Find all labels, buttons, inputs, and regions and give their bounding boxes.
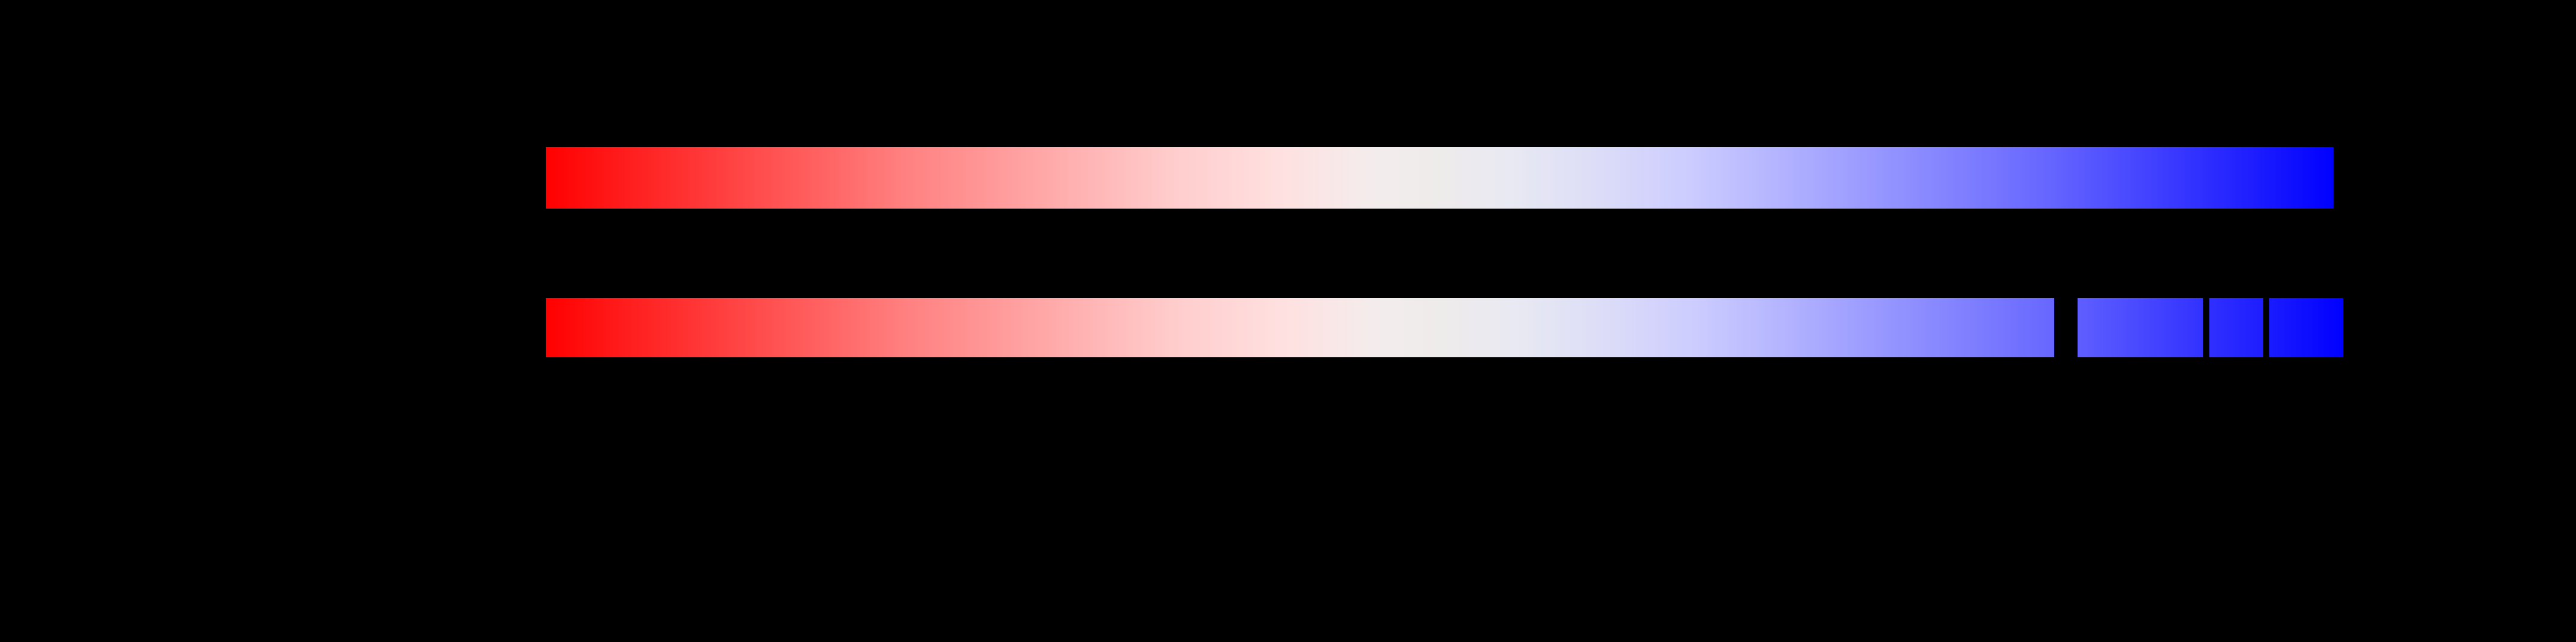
colorbar-segment [2209,298,2264,357]
continuous-colorbar [546,147,2333,209]
segmented-colorbar [546,298,2343,357]
colorbar-segment [546,298,2054,357]
colorbar-gradient-fill [2269,298,2343,357]
colorbar-segment [2077,298,2203,357]
colorbar-gradient-fill [2209,298,2264,357]
colorbar-gradient-fill [546,147,2333,209]
colorbar-gradient-fill [546,298,2054,357]
colorbar-segment [2269,298,2343,357]
colorbar-segment [546,147,2333,209]
colorbar-gradient-fill [2077,298,2203,357]
